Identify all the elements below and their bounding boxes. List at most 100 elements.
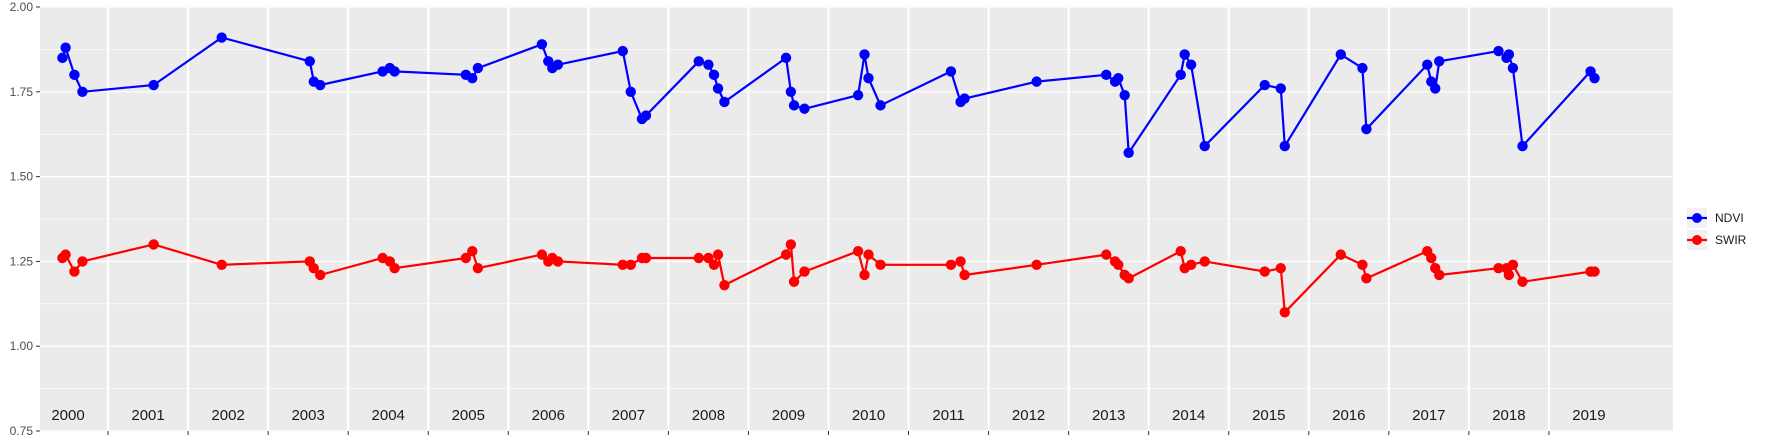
- y-tick-label: 1.25: [10, 254, 34, 268]
- data-point-ndvi: [69, 69, 80, 81]
- data-point-swir: [863, 249, 874, 260]
- y-tick-label: 1.75: [10, 85, 34, 99]
- series-layer: [57, 32, 1600, 318]
- data-point-ndvi: [1101, 69, 1112, 81]
- data-point-ndvi: [1185, 59, 1197, 70]
- data-point-swir: [780, 249, 792, 260]
- data-point-ndvi: [875, 100, 886, 111]
- data-point-swir: [1031, 259, 1042, 270]
- year-label: 2001: [131, 407, 164, 424]
- data-point-swir: [69, 266, 80, 277]
- data-point-swir: [959, 269, 970, 281]
- y-tick-label: 1.00: [10, 339, 34, 353]
- y-tick-label: 0.75: [10, 424, 34, 438]
- year-label: 2010: [852, 407, 885, 424]
- data-point-ndvi: [799, 103, 810, 114]
- legend-label-swir: SWIR: [1715, 233, 1747, 247]
- data-point-ndvi: [780, 52, 792, 64]
- data-point-ndvi: [57, 52, 68, 64]
- year-label: 2008: [692, 407, 725, 424]
- data-point-ndvi: [1430, 83, 1441, 94]
- data-point-ndvi: [389, 66, 400, 77]
- legend-label-ndvi: NDVI: [1715, 211, 1744, 225]
- year-label: 2007: [612, 407, 645, 424]
- data-point-swir: [1493, 262, 1504, 274]
- year-labels: 2000 2001 2002 2003 2004 2005 2006 2007 2008 2009…: [51, 407, 1605, 424]
- data-point-swir: [617, 259, 628, 270]
- data-point-swir: [216, 259, 227, 270]
- data-point-swir: [1199, 256, 1210, 267]
- year-label: 2019: [1572, 407, 1605, 424]
- year-label: 2013: [1092, 407, 1125, 424]
- data-point-swir: [1503, 269, 1515, 281]
- data-point-ndvi: [536, 39, 548, 50]
- data-point-ndvi: [1179, 49, 1190, 60]
- data-point-swir: [693, 252, 705, 264]
- data-point-swir: [467, 246, 478, 257]
- data-point-swir: [955, 256, 966, 267]
- data-point-swir: [148, 239, 159, 250]
- data-point-swir: [1113, 259, 1124, 270]
- data-point-ndvi: [1493, 45, 1504, 57]
- data-point-swir: [875, 259, 886, 270]
- data-point-swir: [788, 276, 800, 287]
- data-point-ndvi: [77, 86, 88, 98]
- data-point-ndvi: [1503, 49, 1515, 60]
- data-point-swir: [1335, 249, 1346, 260]
- data-point-swir: [1185, 259, 1197, 270]
- data-point-ndvi: [1175, 69, 1186, 81]
- data-point-swir: [77, 256, 88, 267]
- data-point-swir: [1123, 273, 1134, 284]
- data-point-ndvi: [617, 45, 628, 57]
- data-point-swir: [719, 279, 730, 291]
- data-point-ndvi: [1279, 140, 1290, 152]
- data-point-ndvi: [1113, 73, 1124, 84]
- data-point-ndvi: [708, 69, 720, 81]
- data-point-swir: [472, 262, 484, 274]
- data-point-swir: [536, 249, 548, 260]
- data-point-ndvi: [640, 110, 652, 121]
- year-label: 2016: [1332, 407, 1365, 424]
- data-point-ndvi: [1119, 89, 1130, 101]
- data-point-ndvi: [314, 79, 326, 91]
- y-axis: 0.75 1.00 1.25 1.50 1.75 2.00: [10, 0, 40, 438]
- data-point-ndvi: [467, 73, 478, 84]
- data-point-ndvi: [304, 56, 315, 67]
- data-point-ndvi: [1507, 62, 1519, 74]
- data-point-ndvi: [719, 96, 730, 108]
- data-point-swir: [712, 249, 724, 260]
- data-point-ndvi: [693, 56, 705, 67]
- year-label: 2003: [291, 407, 324, 424]
- data-point-ndvi: [703, 59, 714, 70]
- data-point-swir: [1434, 269, 1445, 281]
- data-point-swir: [945, 259, 957, 270]
- data-point-ndvi: [216, 32, 227, 43]
- data-point-swir: [708, 259, 720, 270]
- data-point-swir: [389, 262, 400, 274]
- year-label: 2006: [532, 407, 565, 424]
- data-point-ndvi: [1361, 123, 1372, 135]
- legend-marker-ndvi: [1692, 213, 1702, 223]
- data-point-ndvi: [60, 42, 71, 53]
- data-point-ndvi: [552, 59, 564, 70]
- data-point-ndvi: [785, 86, 797, 98]
- year-label: 2018: [1492, 407, 1525, 424]
- data-point-ndvi: [472, 62, 484, 74]
- data-point-swir: [785, 239, 797, 250]
- data-point-swir: [1101, 249, 1112, 260]
- data-point-ndvi: [959, 93, 970, 104]
- data-point-ndvi: [1335, 49, 1346, 60]
- data-point-swir: [460, 252, 472, 264]
- year-label: 2014: [1172, 407, 1205, 424]
- year-label: 2012: [1012, 407, 1045, 424]
- data-point-ndvi: [1422, 59, 1433, 70]
- data-point-swir: [1517, 276, 1528, 287]
- y-tick-label: 1.50: [10, 170, 34, 184]
- data-point-swir: [1175, 246, 1186, 257]
- data-point-swir: [1357, 259, 1368, 270]
- year-label: 2000: [51, 407, 84, 424]
- data-point-ndvi: [1589, 73, 1600, 84]
- data-point-swir: [852, 246, 864, 257]
